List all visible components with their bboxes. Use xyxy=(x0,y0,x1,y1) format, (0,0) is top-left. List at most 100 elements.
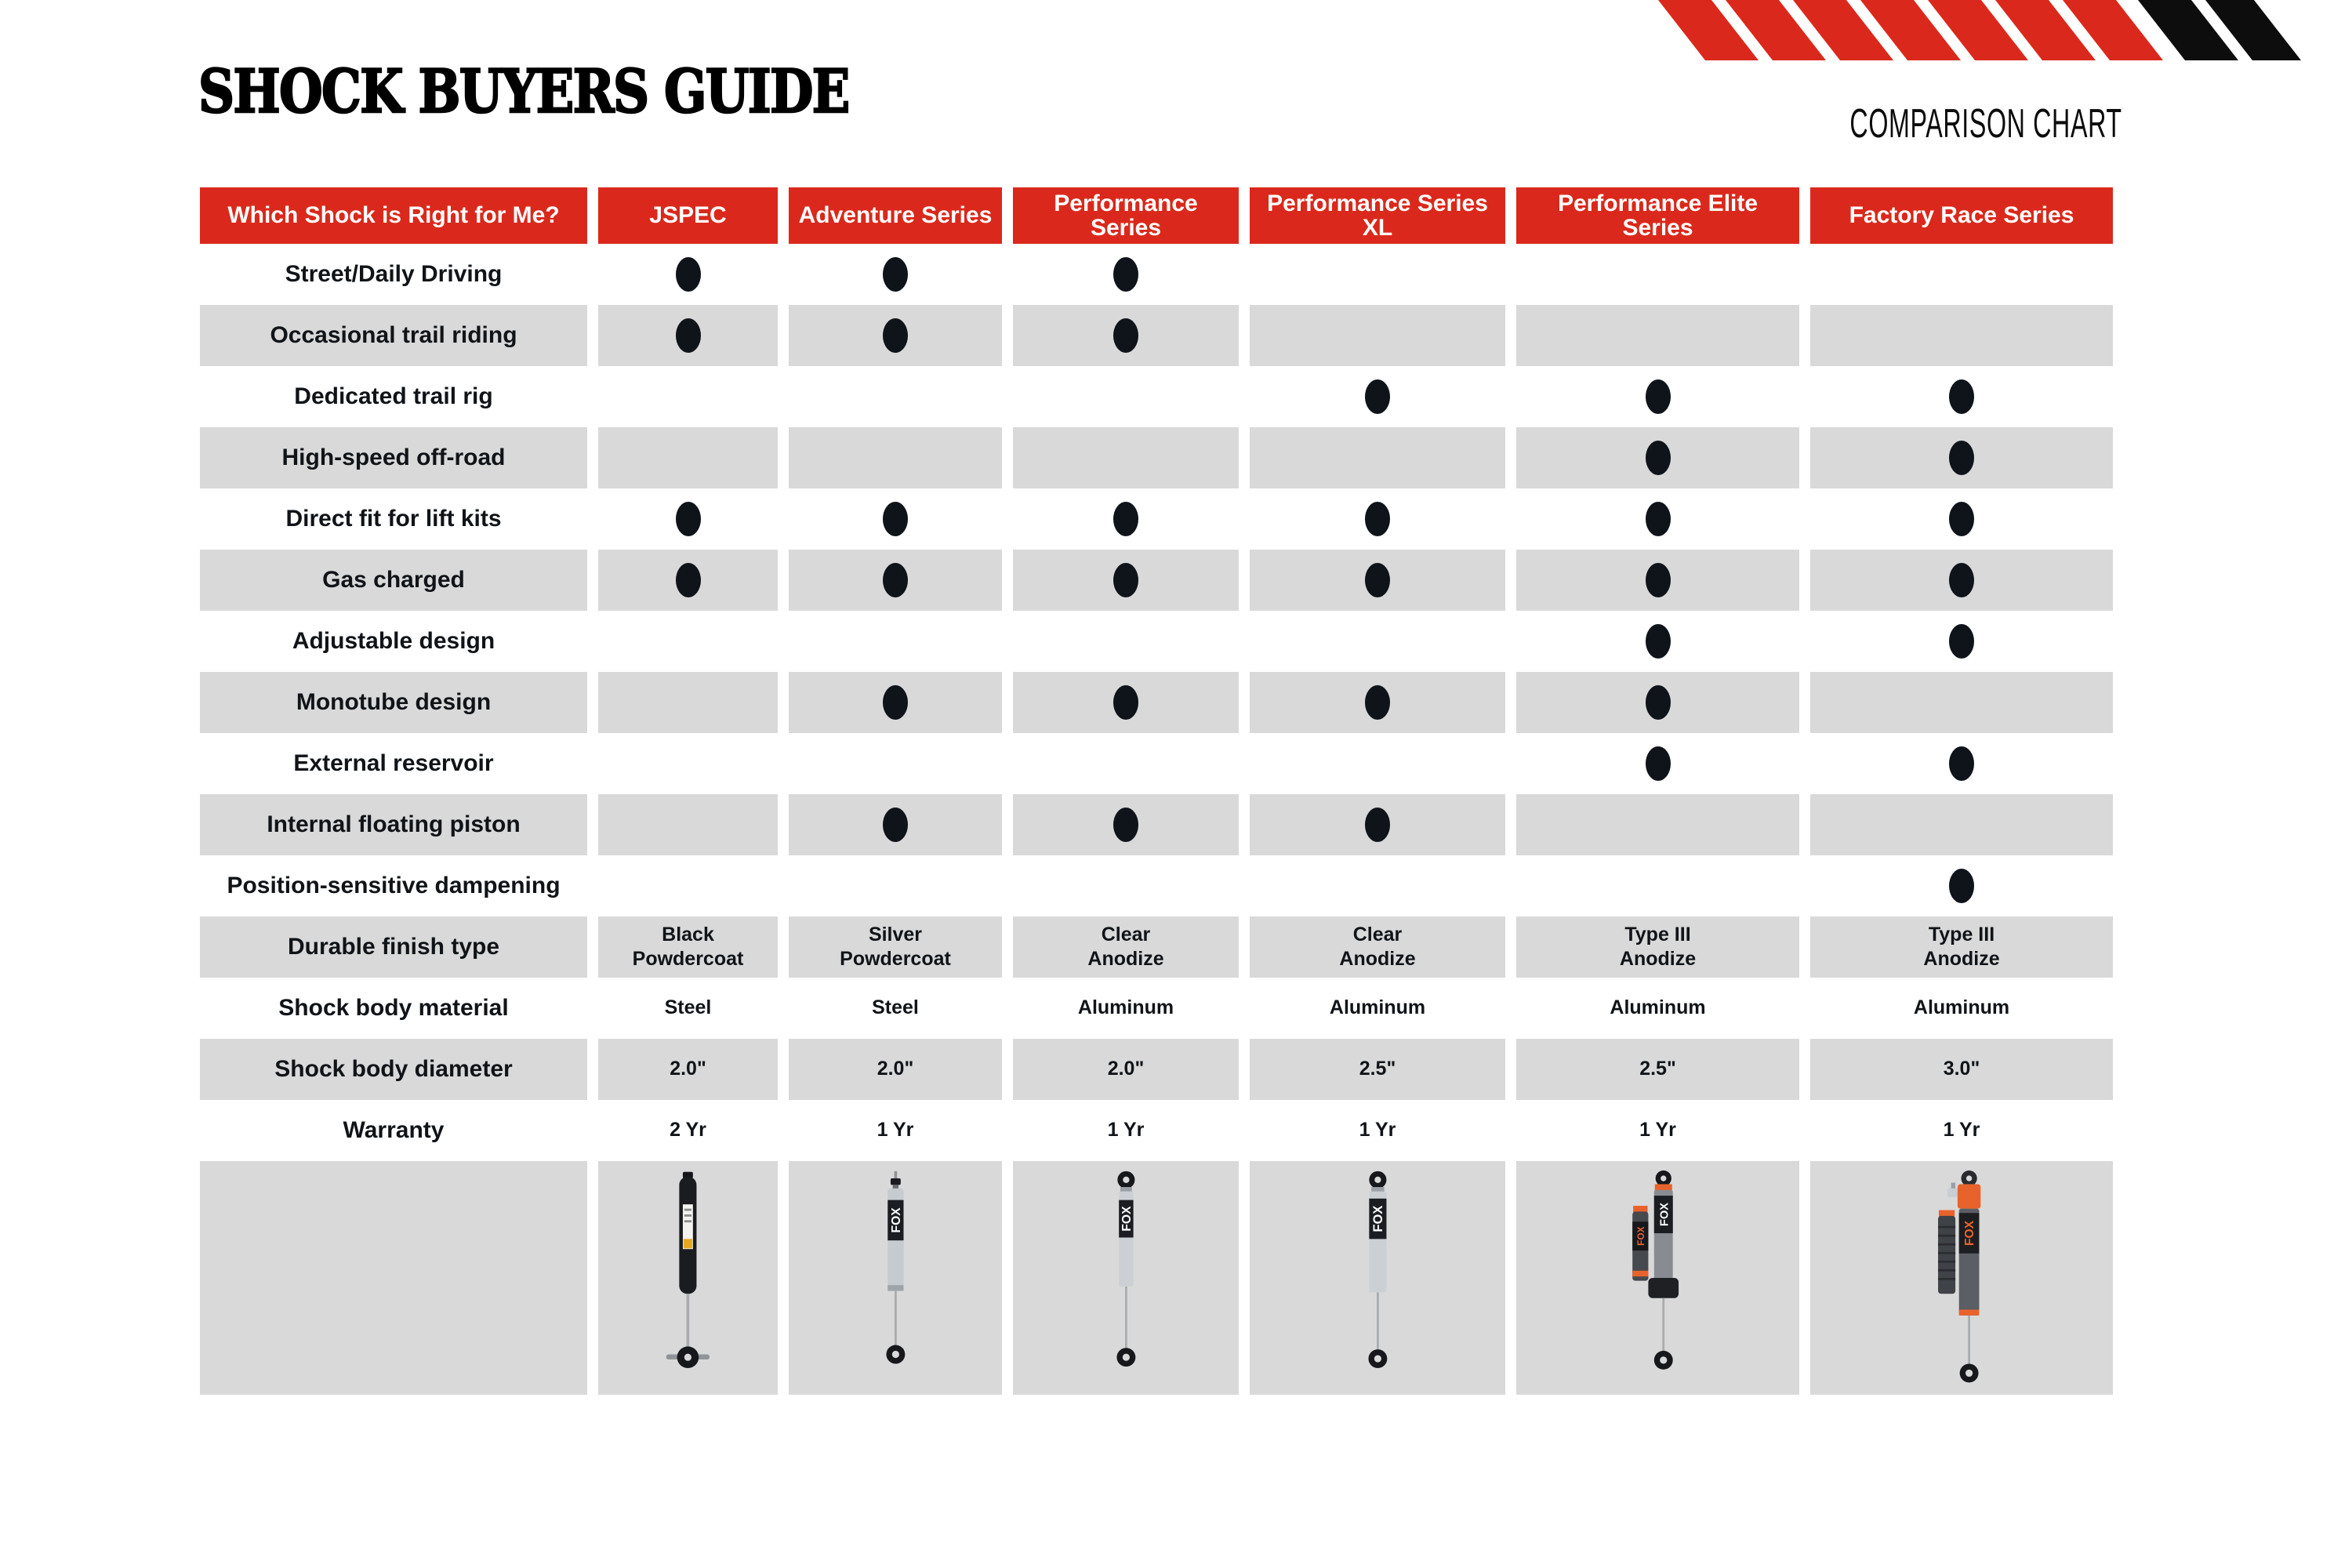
feature-dot-cell xyxy=(1810,611,2113,672)
feature-dot xyxy=(1113,685,1138,720)
row-label: Monotube design xyxy=(200,672,587,733)
feature-dot-cell xyxy=(1810,855,2113,916)
spec-value-cell: Steel xyxy=(598,978,778,1039)
feature-dot xyxy=(883,502,908,536)
feature-dot-cell xyxy=(1516,366,1799,427)
feature-empty-cell xyxy=(1516,794,1799,855)
header-cell-series-5: Performance Elite Series xyxy=(1516,187,1799,244)
spec-value-cell: Type III Anodize xyxy=(1810,916,2113,978)
feature-dot xyxy=(1645,379,1671,414)
feature-dot xyxy=(1645,624,1671,659)
spec-value-cell: Aluminum xyxy=(1250,978,1505,1039)
spec-value-cell: Black Powdercoat xyxy=(598,916,778,978)
feature-dot-cell xyxy=(1810,550,2113,611)
spec-value-cell: 3.0" xyxy=(1810,1039,2113,1100)
product-image-row: FOX FOX xyxy=(200,1161,2113,1395)
feature-empty-cell xyxy=(789,366,1002,427)
spec-value-cell: 2.5" xyxy=(1250,1039,1505,1100)
feature-dot-cell xyxy=(1250,366,1505,427)
row-label: Shock body diameter xyxy=(200,1039,587,1100)
feature-dot xyxy=(883,685,908,720)
spec-value-line: Silver xyxy=(868,923,923,946)
feature-dot xyxy=(1949,441,1974,475)
spec-value-line: Steel xyxy=(872,996,919,1019)
spec-value-line: Steel xyxy=(664,996,712,1019)
spec-value-cell: 2 Yr xyxy=(598,1100,778,1161)
performance-xl-shock-illustration: FOX xyxy=(1368,1171,1387,1368)
feature-dot-cell xyxy=(1810,427,2113,488)
spec-value-cell: 1 Yr xyxy=(1013,1100,1239,1161)
spec-value-line: Anodize xyxy=(1339,948,1416,970)
feature-dot-cell xyxy=(789,550,1002,611)
spec-value-line: 2.0" xyxy=(670,1058,706,1080)
feature-dot xyxy=(1645,685,1671,720)
performance-elite-shock-photo: FOX FOX xyxy=(1516,1161,1799,1395)
feature-dot xyxy=(1113,808,1138,842)
diagonal-stripes-decoration xyxy=(1658,0,2301,60)
svg-text:FOX: FOX xyxy=(1370,1206,1385,1232)
row-label: Adjustable design xyxy=(292,628,495,654)
row-label: Gas charged xyxy=(200,550,587,611)
feature-dot-cell xyxy=(789,244,1002,305)
svg-text:FOX: FOX xyxy=(1635,1226,1646,1246)
feature-dot-cell xyxy=(598,550,778,611)
spec-value-cell: 1 Yr xyxy=(1250,1100,1505,1161)
feature-dot-cell xyxy=(1250,672,1505,733)
spec-value-line: 1 Yr xyxy=(1107,1119,1145,1142)
feature-dot-cell xyxy=(1013,305,1239,366)
spec-value-line: 2.0" xyxy=(877,1058,914,1080)
feature-dot-cell xyxy=(1516,611,1799,672)
feature-dot-cell xyxy=(1516,427,1799,488)
feature-empty-cell xyxy=(1810,305,2113,366)
header-cell-series-4: Performance Series XL xyxy=(1250,187,1505,244)
feature-dot xyxy=(1949,869,1974,903)
row-label: External reservoir xyxy=(293,750,494,776)
header-cell-question: Which Shock is Right for Me? xyxy=(200,187,587,244)
feature-dot xyxy=(883,318,908,353)
subtitle-wrap: COMPARISON CHART xyxy=(1764,100,2208,147)
spec-value-line: 1 Yr xyxy=(1359,1119,1396,1142)
row-label: Street/Daily Driving xyxy=(285,261,503,287)
header-cell-series-3: Performance Series xyxy=(1013,187,1239,244)
feature-empty-cell xyxy=(598,366,778,427)
feature-dot-cell xyxy=(598,305,778,366)
svg-text:FOX: FOX xyxy=(1963,1220,1976,1246)
feature-dot xyxy=(883,257,908,292)
header-cell-series-2: Adventure Series xyxy=(789,187,1002,244)
feature-empty-cell xyxy=(789,855,1002,916)
feature-dot-cell xyxy=(789,794,1002,855)
feature-dot-cell xyxy=(1516,550,1799,611)
feature-dot xyxy=(1645,746,1671,781)
svg-text:FOX: FOX xyxy=(1658,1203,1671,1226)
spec-value-line: 2.5" xyxy=(1639,1058,1676,1080)
spec-value-cell: Aluminum xyxy=(1516,978,1799,1039)
spec-value-line: 1 Yr xyxy=(877,1119,914,1142)
feature-dot-cell xyxy=(1013,550,1239,611)
feature-dot xyxy=(1949,624,1974,659)
table-body: Street/Daily Driving Occasional trail rid… xyxy=(200,244,2113,1161)
feature-dot-cell xyxy=(789,305,1002,366)
row-label: Shock body material xyxy=(278,995,509,1021)
feature-dot xyxy=(1645,563,1671,597)
spec-value-cell: Clear Anodize xyxy=(1013,916,1239,978)
row-label: Dedicated trail rig xyxy=(294,383,493,409)
feature-dot-cell xyxy=(1516,733,1799,794)
feature-dot xyxy=(1113,257,1138,292)
row-label: Direct fit for lift kits xyxy=(285,506,502,532)
spec-value-line: Clear xyxy=(1352,923,1403,946)
feature-dot xyxy=(1365,379,1390,414)
spec-value-cell: 1 Yr xyxy=(1516,1100,1799,1161)
spec-value-cell: Clear Anodize xyxy=(1250,916,1505,978)
row-label: Internal floating piston xyxy=(200,794,587,855)
feature-dot xyxy=(1949,563,1974,597)
feature-dot xyxy=(1365,808,1390,842)
feature-dot xyxy=(1365,685,1390,720)
spec-value-line: Aluminum xyxy=(1913,996,2010,1019)
spec-value-cell: 1 Yr xyxy=(789,1100,1002,1161)
feature-dot xyxy=(883,808,908,842)
spec-value-line: 2 Yr xyxy=(670,1119,706,1142)
spec-value-line: Anodize xyxy=(1619,948,1697,970)
spec-value-line: Powdercoat xyxy=(632,948,744,970)
feature-empty-cell xyxy=(1013,855,1239,916)
performance-series-xl-shock-photo: FOX xyxy=(1250,1161,1505,1395)
